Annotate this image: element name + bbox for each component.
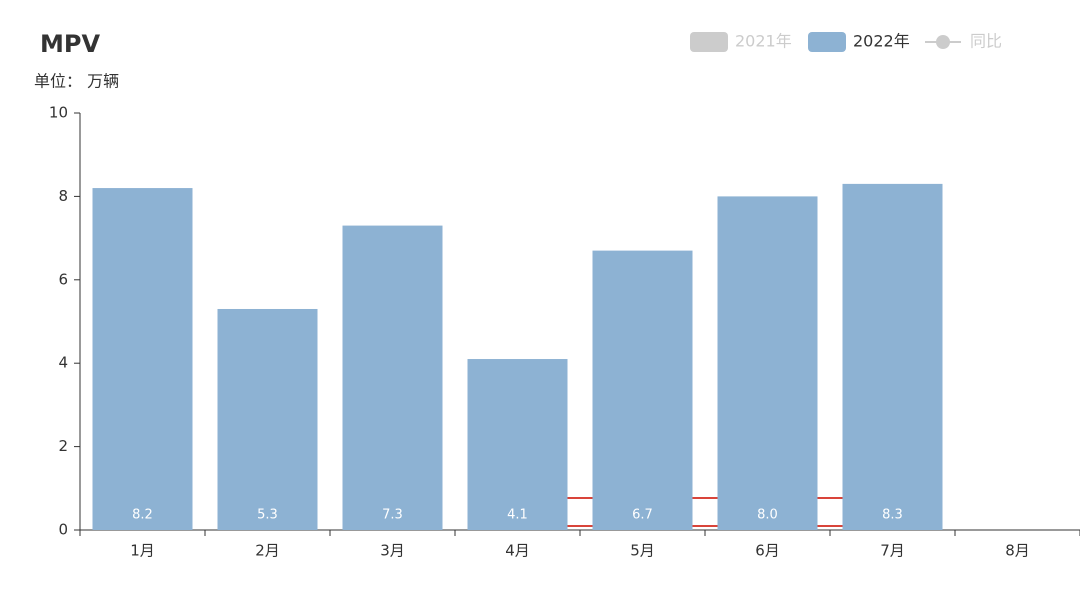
x-tick-label: 5月 bbox=[630, 542, 655, 560]
x-tick-label: 3月 bbox=[380, 542, 405, 560]
x-tick-label: 8月 bbox=[1005, 542, 1030, 560]
x-tick-label: 7月 bbox=[880, 542, 905, 560]
legend-label: 2022年 bbox=[853, 32, 910, 51]
x-tick-label: 1月 bbox=[130, 542, 155, 560]
legend-swatch bbox=[690, 32, 728, 52]
x-tick-label: 4月 bbox=[505, 542, 530, 560]
bar bbox=[217, 308, 318, 530]
bar bbox=[592, 250, 693, 531]
x-tick-label: 2月 bbox=[255, 542, 280, 560]
bar bbox=[342, 225, 443, 530]
y-tick-label: 8 bbox=[58, 187, 68, 205]
legend-label: 2021年 bbox=[735, 32, 792, 51]
value-label: 8.3 bbox=[882, 508, 903, 523]
bar bbox=[842, 183, 943, 530]
value-label: 4.1 bbox=[507, 508, 528, 523]
bar bbox=[467, 359, 568, 530]
legend-swatch bbox=[808, 32, 846, 52]
value-label: 7.3 bbox=[382, 508, 403, 523]
chart-title: MPV bbox=[40, 30, 100, 58]
x-tick-label: 6月 bbox=[755, 542, 780, 560]
value-label: 8.0 bbox=[757, 508, 778, 523]
value-label: 6.7 bbox=[632, 508, 653, 523]
bar bbox=[717, 196, 818, 530]
y-tick-label: 0 bbox=[58, 521, 68, 539]
legend-label: 同比 bbox=[970, 32, 1002, 51]
value-label: 8.2 bbox=[132, 508, 153, 523]
y-tick-label: 4 bbox=[58, 354, 68, 372]
bar bbox=[92, 188, 193, 530]
value-label: 5.3 bbox=[257, 508, 278, 523]
y-tick-label: 10 bbox=[49, 104, 68, 122]
unit-label: 单位： 万辆 bbox=[34, 72, 119, 91]
legend-marker bbox=[936, 35, 950, 49]
y-tick-label: 6 bbox=[58, 270, 68, 288]
y-tick-label: 2 bbox=[58, 437, 68, 455]
